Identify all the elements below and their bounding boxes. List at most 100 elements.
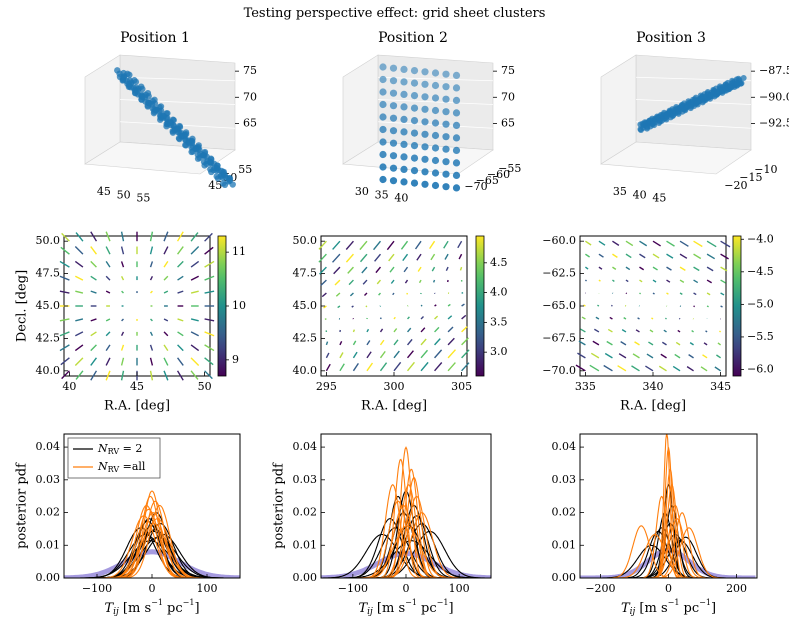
scatter-point	[181, 132, 188, 140]
colorbar-tick-label: 11	[232, 245, 246, 258]
nrvall-curve	[321, 525, 491, 578]
quiver-arrow	[176, 370, 184, 381]
y-tick-label: 0.03	[552, 473, 577, 486]
quiver-arrow	[204, 232, 213, 242]
nrvall-curve	[64, 495, 240, 578]
quiver-arrow	[625, 253, 632, 259]
nrvall-curve	[321, 446, 491, 578]
quiver-arrow	[90, 260, 97, 268]
pdf-panel-3: −200 0 200 0.00 0.01 0.02 0.03 0.04 Tij [m s−1 p…	[552, 433, 758, 617]
quiver-arrow	[177, 318, 184, 322]
quiver-arrow	[75, 290, 84, 294]
nrvall-curve	[64, 500, 240, 578]
y-tick-label: 0.02	[552, 506, 577, 519]
quiver-arrow	[406, 361, 415, 372]
nrv2-curve	[580, 523, 757, 578]
scatter-point	[400, 78, 408, 86]
quiver-arrow	[389, 266, 395, 273]
quiver-arrow	[604, 352, 613, 359]
quiver-arrow	[646, 353, 654, 359]
scatter-point	[442, 70, 450, 78]
quiver-arrow	[163, 370, 169, 381]
colorbar-tick-label: −5.5	[747, 330, 774, 343]
y-tick-label: 0.01	[36, 538, 61, 551]
quiver-arrow	[362, 279, 368, 285]
quiver-arrow	[610, 304, 613, 307]
quiver-arrow	[190, 318, 199, 322]
x-tick-label: 40	[633, 188, 647, 201]
quiver-arrow	[679, 253, 688, 259]
quiver-arrow	[393, 328, 398, 333]
x-tick-label: 50	[117, 188, 131, 201]
quiver-arrow	[335, 292, 341, 297]
quiver-arrow	[416, 253, 422, 261]
nrv2-curve	[321, 512, 491, 578]
quiver-arrow	[378, 292, 381, 296]
nrvall-curve	[321, 484, 491, 578]
quiver-arrow	[339, 340, 343, 346]
quiver-arrow	[714, 366, 721, 372]
scatter-point	[442, 83, 450, 91]
nrv2-curve	[64, 533, 240, 578]
colorbar-tick-label: 9	[232, 353, 239, 366]
scatter-point	[410, 92, 419, 100]
quiver-arrow	[590, 352, 600, 359]
quiver-arrow	[59, 290, 70, 294]
quiver-arrow	[652, 253, 660, 259]
quiver-arrow	[649, 329, 654, 333]
quiver-arrow	[393, 339, 399, 346]
x-tick-label: −100	[338, 582, 368, 595]
scatter-point	[410, 179, 419, 187]
figure-suptitle: Testing perspective effect: grid sheet c…	[243, 6, 546, 21]
quiver-arrow	[406, 327, 412, 333]
quiver-arrow	[320, 279, 327, 286]
quiver-arrow	[583, 304, 586, 307]
y-tick-label: 47.5	[293, 267, 318, 280]
quiver-arrow	[163, 318, 169, 322]
quiver-arrow	[352, 363, 359, 372]
quiver-arrow	[325, 341, 329, 346]
quiver-arrow	[348, 279, 354, 286]
quiver-arrow	[61, 370, 70, 380]
quiver-arrow	[105, 357, 111, 366]
scatter-point	[132, 78, 140, 86]
quiver-arrow	[163, 275, 169, 281]
scatter-point	[736, 79, 743, 86]
scatter-point	[442, 95, 450, 103]
quiver-arrow	[702, 354, 708, 359]
quiver-arrow	[74, 357, 84, 366]
quiver-arrow	[393, 316, 396, 320]
quiver-arrow	[90, 318, 97, 322]
quiver-arrow	[420, 315, 425, 320]
quiver-arrow	[190, 357, 200, 366]
quiver-arrow	[420, 349, 429, 359]
scatter-point	[379, 88, 387, 96]
quiver-arrow	[658, 365, 667, 372]
quiver-arrow	[720, 305, 723, 308]
quiver-arrow	[204, 357, 214, 366]
quiver-arrow	[319, 266, 327, 275]
z-tick-label: 70	[501, 90, 515, 103]
colorbar-tick-label: −5.0	[747, 297, 774, 310]
quiver-arrow	[90, 231, 98, 242]
scatter-point	[740, 75, 747, 82]
quiver-arrow	[59, 260, 70, 268]
quiver-arrow	[204, 318, 215, 322]
quiver-arrow	[585, 266, 589, 270]
quiver-arrow	[447, 362, 456, 372]
x-tick-label: −100	[82, 582, 112, 595]
quiver-arrow	[445, 266, 449, 272]
z-tick-label: 75	[243, 64, 257, 77]
quiver-arrow	[393, 350, 400, 359]
scatter-point	[127, 80, 135, 87]
scatter-point	[400, 103, 408, 111]
scatter-point	[229, 181, 236, 188]
z-tick-label: 65	[243, 116, 257, 129]
quiver-arrow	[332, 240, 341, 250]
z-tick-label: −87.5	[759, 64, 789, 77]
y-tick-label: 47.5	[36, 267, 61, 280]
quiver-arrow	[580, 328, 586, 333]
quiver-arrow	[379, 317, 382, 320]
panel-title-position-1: Position 1	[120, 30, 190, 46]
quiver-arrow	[648, 341, 654, 346]
